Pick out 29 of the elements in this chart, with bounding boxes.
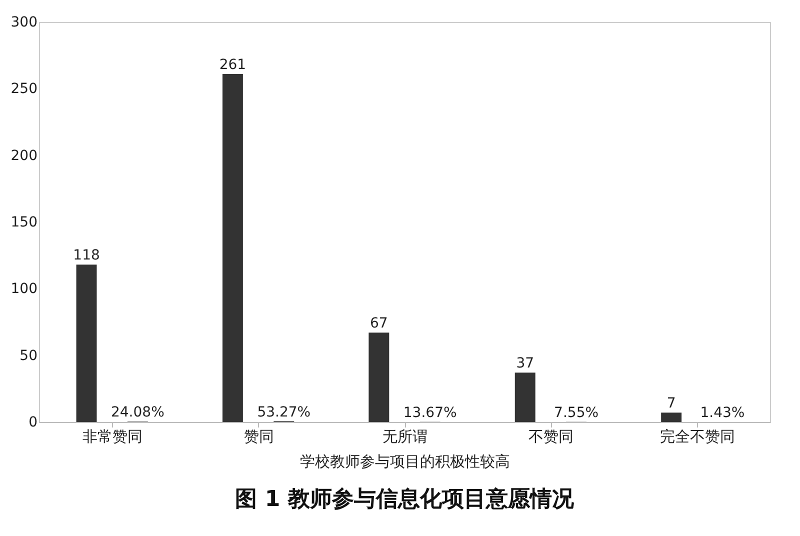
data-label: 13.67%: [403, 404, 457, 421]
data-label: 24.08%: [110, 404, 164, 421]
y-tick-label: 50: [20, 348, 38, 364]
data-label: 7.55%: [554, 404, 599, 421]
y-tick-label: 300: [10, 14, 38, 30]
data-label: 1.43%: [700, 404, 745, 421]
y-tick-label: 100: [10, 281, 38, 298]
y-tick-label: 150: [10, 214, 38, 230]
x-tick-label: 完全不赞同: [660, 428, 735, 446]
bar: [76, 264, 97, 422]
x-tick-label: 赞同: [244, 428, 274, 446]
y-tick-label: 200: [10, 148, 38, 164]
x-tick-label: 无所谓: [382, 428, 428, 446]
data-label: 7: [666, 396, 676, 412]
bar: [222, 74, 243, 422]
data-label: 118: [73, 248, 100, 264]
data-label: 37: [516, 356, 534, 372]
x-axis-title: 学校教师参与项目的积极性较高: [300, 452, 510, 470]
bar: [661, 412, 682, 422]
bar: [514, 372, 536, 422]
data-label: 261: [219, 57, 246, 73]
data-label: 53.27%: [257, 404, 311, 420]
x-tick-label: 不赞同: [528, 428, 574, 446]
y-tick-label: 0: [28, 414, 38, 430]
y-tick-label: 250: [10, 81, 38, 98]
bar: [368, 332, 390, 422]
text: 图 1 教师参与信息化项目意愿情况: [235, 487, 575, 512]
x-tick-label: 非常赞同: [82, 428, 143, 446]
data-label: 67: [370, 316, 388, 332]
